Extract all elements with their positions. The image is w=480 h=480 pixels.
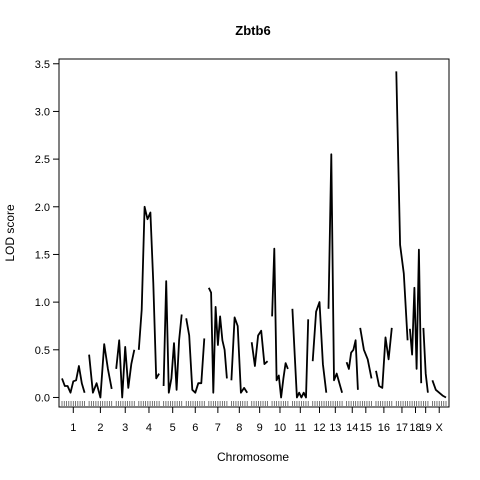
x-tick-label: 1 (70, 422, 76, 434)
y-axis-label: LOD score (3, 204, 17, 262)
x-tick-label: 5 (170, 422, 176, 434)
y-tick-label: 0.5 (35, 345, 50, 357)
lod-curve-chr-3 (115, 339, 136, 399)
lod-curve-chr-8 (230, 316, 248, 394)
x-tick-label: 12 (313, 422, 325, 434)
lod-curve-chr-16 (375, 327, 393, 389)
x-tick-label: 2 (97, 422, 103, 434)
lod-curve-chr-12 (311, 301, 328, 393)
y-tick-label: 2.5 (35, 154, 50, 166)
x-tick-label: 3 (122, 422, 128, 434)
x-tick-label: 4 (146, 422, 152, 434)
x-tick-label: 15 (360, 422, 372, 434)
x-axis-label: Chromosome (217, 450, 289, 464)
lod-curve-chr-9 (250, 329, 269, 367)
chart-title: Zbtb6 (235, 23, 270, 38)
lod-curve-chr-2 (88, 343, 113, 399)
y-tick-label: 3.5 (35, 59, 50, 71)
plot-frame (58, 58, 450, 408)
lod-curve-chr-19 (422, 327, 429, 393)
x-tick-label: 9 (257, 422, 263, 434)
x-tick-label: 14 (346, 422, 358, 434)
lod-curve-chr-5 (162, 280, 183, 394)
lod-curve-chr-7 (207, 287, 228, 394)
lod-curve-chr-10 (271, 247, 289, 399)
lod-curve-chr-X (431, 379, 447, 399)
y-tick-label: 1.0 (35, 297, 50, 309)
y-axis: 0.0 0.5 1.0 1.5 2.0 2.5 3.0 3.5 (35, 59, 59, 404)
x-tick-label: 17 (396, 422, 408, 434)
x-tick-label: X (436, 422, 444, 434)
lod-curve-chr-15 (359, 327, 373, 379)
x-tick-label: 6 (192, 422, 198, 434)
x-tick-label: 19 (420, 422, 432, 434)
lod-curve-chr-4 (137, 205, 160, 380)
y-tick-label: 1.5 (35, 249, 50, 261)
lod-curve-chr-17 (395, 71, 409, 341)
lod-curve-chr-11 (291, 308, 310, 399)
lod-curve-chr-1 (61, 365, 86, 394)
x-tick-label: 18 (409, 422, 421, 434)
lod-curve-chr-18 (409, 248, 423, 384)
lod-curve-chr-14 (345, 339, 359, 390)
x-tick-label: 8 (236, 422, 242, 434)
y-tick-label: 3.0 (35, 106, 50, 118)
x-tick-label: 10 (274, 422, 286, 434)
y-tick-label: 2.0 (35, 202, 50, 214)
x-tick-label: 13 (329, 422, 341, 434)
x-tick-label: 7 (215, 422, 221, 434)
lod-curve-chr-6 (185, 318, 206, 394)
x-tick-label: 11 (295, 422, 306, 434)
x-tick-label: 16 (378, 422, 390, 434)
lod-curve-chr-13 (327, 153, 343, 393)
lod-curves (61, 71, 447, 399)
y-tick-label: 0.0 (35, 392, 50, 404)
marker-rug (61, 401, 447, 406)
